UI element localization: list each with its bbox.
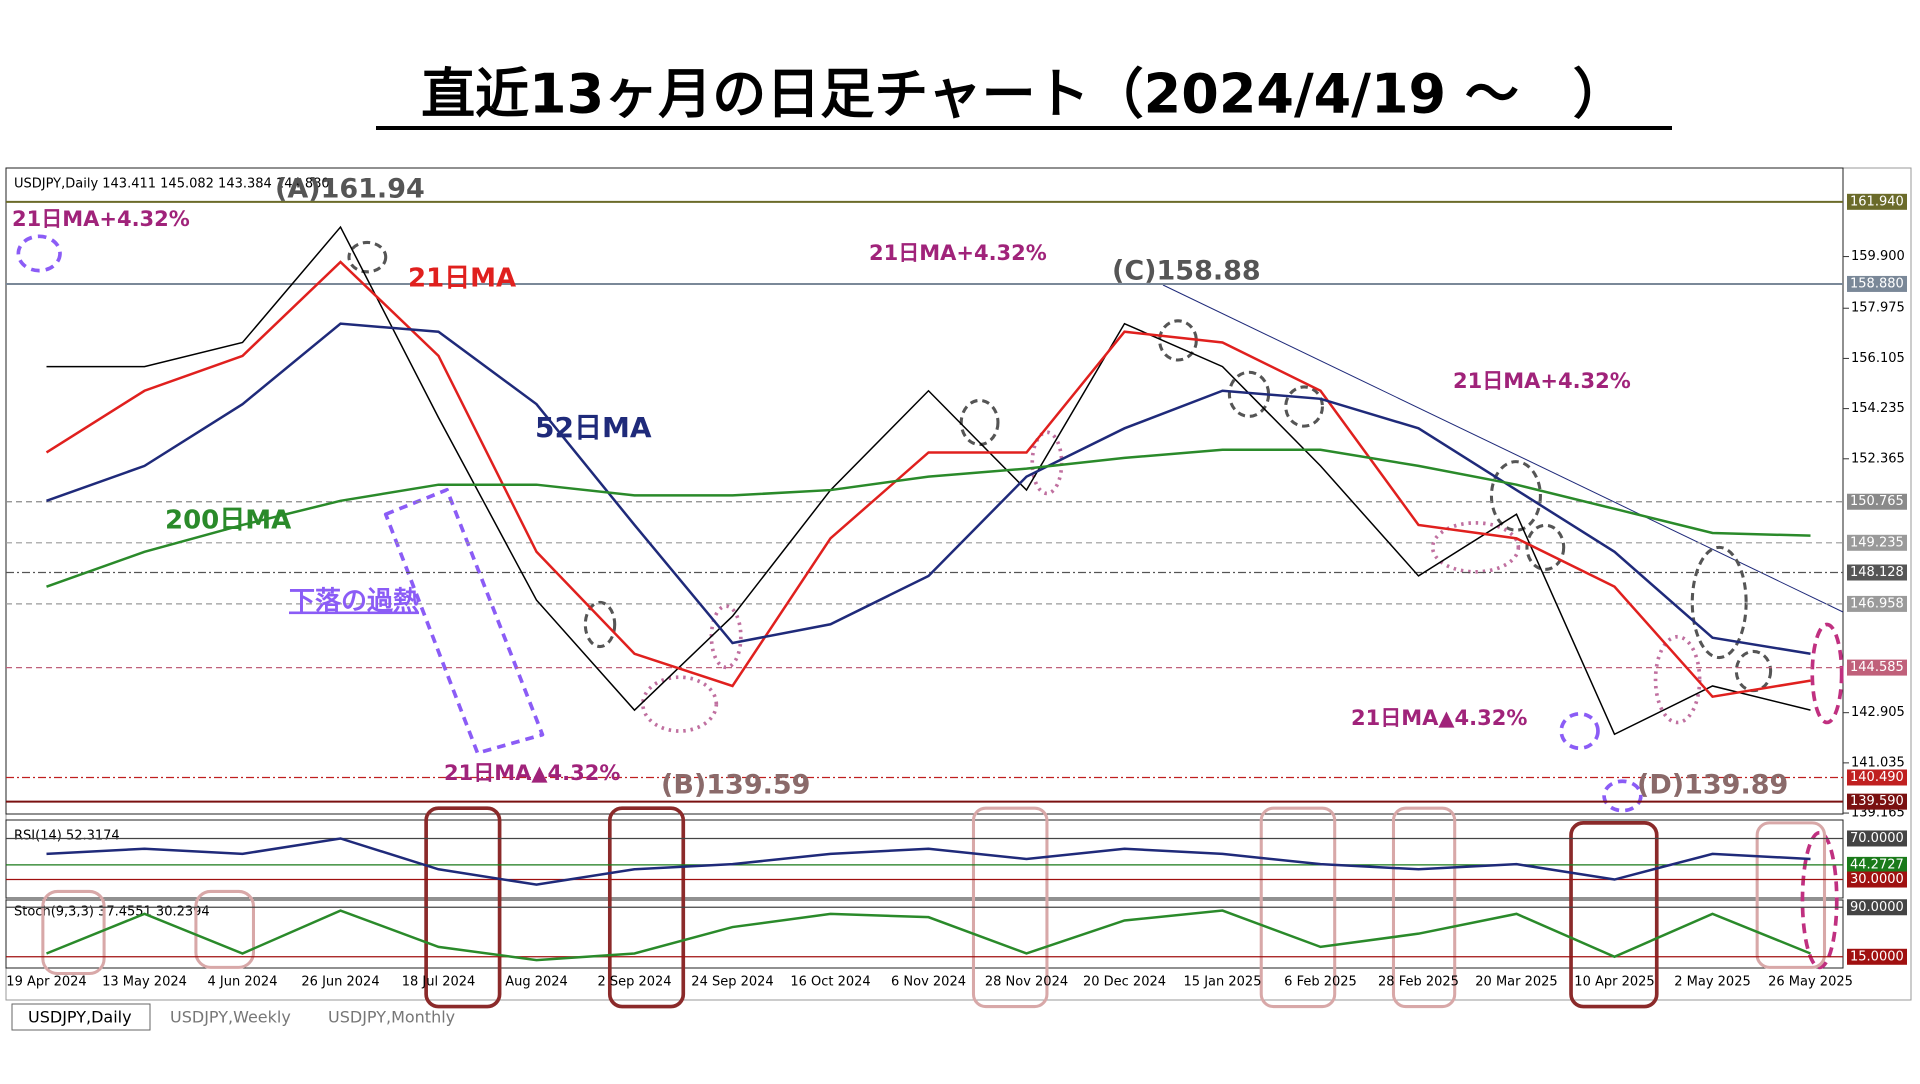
annotation: 21日MA+4.32% (12, 207, 190, 231)
main-panel (5, 167, 1844, 815)
y-tick-label: 141.035 (1851, 755, 1905, 770)
x-tick-label: 10 Apr 2025 (1574, 975, 1654, 990)
y-tick-label: 156.105 (1851, 351, 1905, 366)
x-tick-label: 18 Jul 2024 (402, 975, 476, 990)
rsi-title: RSI(14) 52.3174 (14, 829, 120, 844)
gray-circles (347, 240, 1773, 693)
x-tick-label: 13 May 2024 (102, 975, 187, 990)
level-label-bg (1847, 493, 1907, 510)
trendline (1162, 284, 1844, 613)
level-label-bg (1847, 899, 1907, 916)
annotation: 21日MA▲4.32% (444, 761, 620, 785)
level-label: 144.585 (1850, 660, 1904, 675)
level-label-bg (1847, 564, 1907, 581)
level-label-bg (1847, 856, 1907, 873)
level-label: 139.590 (1850, 794, 1904, 809)
x-tick-label: 20 Mar 2025 (1475, 975, 1557, 990)
series-line (46, 225, 1811, 736)
level-label-bg (1847, 595, 1907, 612)
annotation: 21日MA▲4.32% (1351, 706, 1527, 730)
annotation: 21日MA+4.32% (1453, 369, 1631, 393)
series-line (46, 448, 1811, 588)
series-label: 200日MA (165, 506, 291, 536)
series-label: 52日MA (535, 411, 652, 444)
y-tick-label: 142.905 (1851, 705, 1905, 720)
x-tick-label: 4 Jun 2024 (208, 975, 278, 990)
level-label: 30.0000 (1850, 872, 1904, 887)
level-label-bg (1847, 193, 1907, 210)
purple-marks (16, 234, 1643, 813)
level-label-bg (1847, 769, 1907, 786)
level-label-bg (1847, 534, 1907, 551)
page-title: 直近13ヶ月の日足チャート（2024/4/19 ～ ） (421, 63, 1627, 126)
level-label-bg (1847, 659, 1907, 676)
y-tick-label: 159.900 (1851, 249, 1905, 264)
x-tick-label: 2 May 2025 (1674, 975, 1751, 990)
x-tick-label: 28 Feb 2025 (1378, 975, 1459, 990)
x-tick-label: 16 Oct 2024 (790, 975, 870, 990)
series-label: 21日MA (408, 264, 516, 294)
y-tick-label: 157.975 (1851, 301, 1905, 316)
tab-bar: USDJPY,Daily USDJPY,Weekly USDJPY,Monthl… (11, 1003, 455, 1031)
stoch-title: Stoch(9,3,3) 37.4551 30.2394 (14, 905, 210, 920)
y-tick-label: 152.365 (1851, 451, 1905, 466)
x-tick-label: 15 Jan 2025 (1184, 975, 1262, 990)
annotation: 21日MA+4.32% (869, 241, 1047, 265)
active-tab[interactable] (11, 1003, 151, 1031)
rsi-panel (5, 819, 1844, 899)
level-label-bg (1847, 871, 1907, 888)
annotation: (A)161.94 (275, 174, 425, 205)
level-label: 15.0000 (1850, 949, 1904, 964)
tab[interactable]: USDJPY,Monthly (328, 1008, 455, 1027)
level-label: 149.235 (1850, 535, 1904, 550)
x-tick-label: 26 May 2025 (1768, 975, 1853, 990)
level-label: 70.0000 (1850, 831, 1904, 846)
pink-circles (641, 430, 1702, 733)
level-label-bg (1847, 948, 1907, 965)
level-label: 158.880 (1850, 276, 1904, 291)
level-label: 146.958 (1850, 596, 1904, 611)
series-line (46, 322, 1811, 656)
annotation: 下落の過熱 (289, 587, 419, 617)
y-tick-label: 154.235 (1851, 401, 1905, 416)
stoch-panel (5, 899, 1844, 969)
annotation: (D)139.89 (1637, 770, 1788, 801)
level-label: 90.0000 (1850, 900, 1904, 915)
annotation: (C)158.88 (1112, 256, 1261, 287)
x-tick-label: 6 Feb 2025 (1284, 975, 1357, 990)
x-tick-label: 2 Sep 2024 (597, 975, 671, 990)
annotation-shapes (16, 234, 1844, 1009)
series-line (46, 837, 1811, 886)
magenta-ovals (1800, 622, 1844, 970)
x-tick-label: 28 Nov 2024 (985, 975, 1068, 990)
tab[interactable]: USDJPY,Daily (28, 1008, 132, 1027)
level-label: 148.128 (1850, 565, 1904, 580)
level-label: 44.2727 (1850, 857, 1904, 872)
annotation: (B)139.59 (661, 770, 810, 801)
level-label: 161.940 (1850, 194, 1904, 209)
level-label: 150.765 (1850, 494, 1904, 509)
x-tick-label: 20 Dec 2024 (1083, 975, 1166, 990)
level-label-bg (1847, 830, 1907, 847)
x-tick-label: 19 Apr 2024 (6, 975, 86, 990)
terminal-frame (5, 167, 1912, 1001)
x-tick-label: 24 Sep 2024 (691, 975, 773, 990)
series-line (46, 909, 1811, 962)
level-label-bg (1847, 275, 1907, 292)
x-tick-label: Aug 2024 (505, 975, 568, 990)
level-label-bg (1847, 793, 1907, 810)
level-label: 140.490 (1850, 770, 1904, 785)
x-tick-label: 6 Nov 2024 (891, 975, 966, 990)
series-line (45, 260, 1811, 699)
chart-header: USDJPY,Daily 143.411 145.082 143.384 144… (14, 177, 330, 192)
x-tick-label: 26 Jun 2024 (301, 975, 379, 990)
tab[interactable]: USDJPY,Weekly (170, 1008, 291, 1027)
